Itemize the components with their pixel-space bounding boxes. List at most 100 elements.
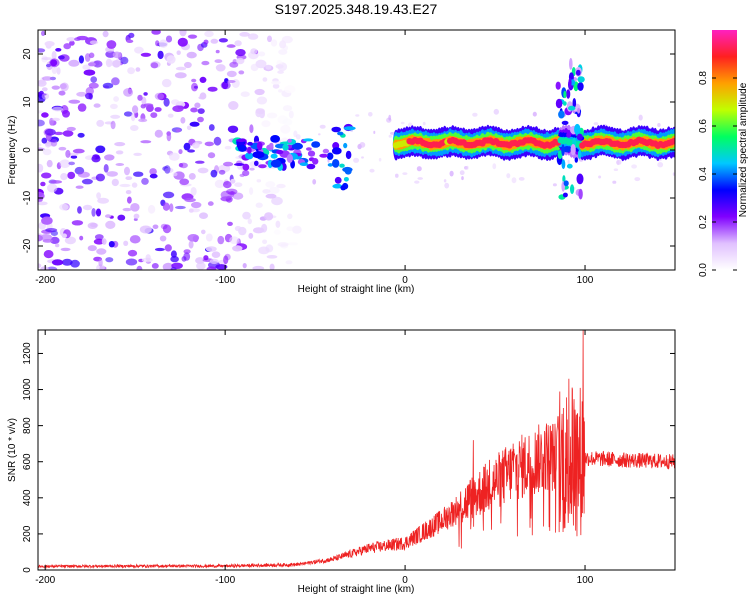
spectrogram-blob <box>256 141 263 151</box>
spectrogram-blob <box>266 254 278 259</box>
spectrogram-blob <box>247 33 259 40</box>
spectrogram-blob <box>61 258 73 266</box>
spectrogram-blob <box>50 180 63 184</box>
spectrogram-blob <box>199 76 207 83</box>
spectrogram-blob <box>59 83 67 90</box>
spectrogram-blob <box>280 124 291 134</box>
spectrogram-blob <box>318 133 321 136</box>
spectrogram-blob <box>247 218 252 225</box>
spectrogram-blob <box>76 91 87 97</box>
spectrogram-blob <box>197 167 209 174</box>
spectrogram-blob <box>176 128 181 133</box>
spectrogram-blob <box>277 70 284 74</box>
spectrogram-blob <box>236 57 245 65</box>
spectrogram-blob <box>493 108 499 115</box>
spectrogram-blob <box>208 124 215 131</box>
spectrogram-blob <box>277 242 289 247</box>
spectrogram-blob <box>96 264 105 270</box>
spectrogram-blob <box>151 263 159 269</box>
spectrogram-blob <box>177 105 184 110</box>
spectrogram-blob <box>207 201 214 206</box>
spectrogram-blob <box>271 80 281 85</box>
spectrogram-blob <box>133 152 142 156</box>
spectrogram-blob <box>59 159 71 168</box>
spectrogram-blob <box>169 203 174 213</box>
spectrogram-blob <box>191 201 202 209</box>
spectrogram-blob <box>195 160 205 164</box>
spectrogram-blob <box>339 163 345 168</box>
spectrogram-blob <box>284 85 296 94</box>
spectrogram-blob <box>449 170 454 177</box>
spectrogram-blob <box>215 49 220 54</box>
spectrogram-blob <box>143 92 148 96</box>
spectrogram-blob <box>340 185 347 191</box>
spectrogram-blob <box>125 176 133 181</box>
spectrogram-blob <box>154 129 163 138</box>
spectrogram-blob <box>125 190 132 195</box>
spectrogram-blob <box>68 59 80 67</box>
spectrogram-blob <box>207 86 218 92</box>
spectrogram-blob <box>102 30 109 38</box>
snr-series-line <box>37 329 676 569</box>
spectrogram-blob <box>258 164 267 169</box>
spectrogram-blob <box>269 142 274 149</box>
spectrogram-blob <box>229 61 239 68</box>
colorbar-tick-label: 0.8 <box>698 71 709 85</box>
spectrogram-blob <box>577 82 584 91</box>
spectrogram-blob <box>149 173 158 179</box>
spectrogram-blob <box>127 67 135 75</box>
spectrogram-blob <box>634 177 641 182</box>
spectrogram-blob <box>239 173 245 177</box>
spectrogram-blob <box>105 220 116 229</box>
spectrogram-blob <box>657 123 661 127</box>
spectrogram-blob <box>562 101 567 106</box>
snr-xlabel: Height of straight line (km) <box>298 584 415 595</box>
snr-xtick-label: -100 <box>215 575 235 586</box>
spectrogram-blob <box>561 144 565 157</box>
spectrogram-blob <box>42 148 52 156</box>
spectrogram-blob <box>177 37 188 47</box>
spectrogram-blob <box>224 145 232 150</box>
colorbar-tick-label: 0.6 <box>698 119 709 133</box>
spectrogram-blob <box>285 260 293 265</box>
spectrogram-xlabel: Height of straight line (km) <box>298 284 415 295</box>
spectrogram-blob <box>95 145 106 154</box>
spectrogram-blob <box>40 266 49 270</box>
spectrogram-blob <box>155 40 160 47</box>
spectrogram-blob <box>416 166 422 172</box>
spectrogram-blob <box>41 137 48 144</box>
spectrogram-blob <box>113 96 119 102</box>
spectrogram-blob <box>299 162 309 166</box>
spectrogram-blob <box>75 185 84 189</box>
spectrogram-blob <box>103 164 109 173</box>
spectrogram-blob <box>175 205 186 210</box>
spectrogram-blob <box>472 112 478 117</box>
colorbar-tick-label: 0.0 <box>698 263 709 277</box>
spectrogram-blob <box>230 178 236 184</box>
spectrogram-blob <box>38 110 44 114</box>
spectrogram-blob <box>187 234 200 242</box>
spectrogram-blob <box>140 52 152 57</box>
spectrogram-blob <box>105 214 112 218</box>
spectrogram-blob <box>170 267 177 270</box>
spectrogram-blob <box>54 131 64 136</box>
spectrogram-blob <box>136 265 143 270</box>
spectrogram-blob <box>38 163 44 173</box>
colorbar-ticks: 0.0 0.2 0.4 0.6 0.8 <box>698 71 737 277</box>
spectrogram-blob <box>201 229 206 235</box>
spectrogram-blob <box>466 165 469 170</box>
spectrogram-blob <box>110 120 116 130</box>
spectrogram-blob <box>253 160 259 166</box>
spectrogram-blob <box>188 240 194 249</box>
spectrogram-blob <box>373 130 376 134</box>
spectrogram-blob <box>196 262 206 270</box>
spectrogram-blob <box>631 164 637 169</box>
spectrogram-blob <box>197 116 204 123</box>
spectrogram-blob <box>190 187 197 196</box>
spectrogram-blob <box>287 138 292 143</box>
spectrogram-blob <box>203 255 209 261</box>
snr-ytick-label: 400 <box>22 489 33 506</box>
spectrogram-blob <box>355 114 360 117</box>
